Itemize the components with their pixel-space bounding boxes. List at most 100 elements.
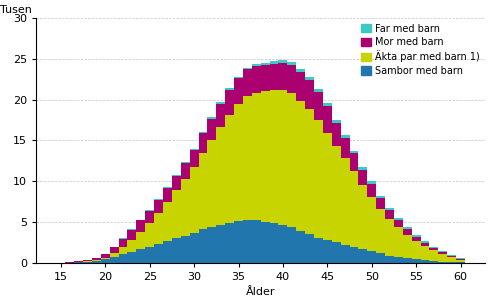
- Bar: [421, 246, 430, 260]
- Bar: [92, 260, 101, 261]
- Bar: [217, 225, 225, 263]
- Bar: [190, 167, 198, 233]
- Bar: [438, 252, 447, 254]
- Bar: [421, 243, 430, 246]
- Legend: Far med barn, Mor med barn, Äkta par med barn 1), Sambor med barn: Far med barn, Mor med barn, Äkta par med…: [358, 21, 483, 79]
- Bar: [163, 241, 172, 263]
- Bar: [225, 223, 234, 263]
- Bar: [350, 247, 358, 263]
- Bar: [207, 227, 217, 263]
- Bar: [287, 93, 296, 227]
- Bar: [92, 258, 101, 260]
- Bar: [296, 68, 305, 72]
- Bar: [358, 168, 367, 170]
- Bar: [163, 201, 172, 241]
- Bar: [296, 231, 305, 263]
- Bar: [207, 140, 217, 227]
- Bar: [447, 262, 456, 263]
- Bar: [341, 138, 350, 158]
- Bar: [128, 229, 136, 230]
- Bar: [358, 170, 367, 185]
- Bar: [332, 146, 341, 242]
- X-axis label: Ålder: Ålder: [246, 288, 275, 298]
- Bar: [252, 93, 261, 220]
- Bar: [243, 220, 252, 263]
- Bar: [136, 249, 145, 263]
- Bar: [403, 258, 412, 263]
- Bar: [394, 218, 403, 220]
- Bar: [198, 153, 207, 229]
- Bar: [314, 238, 323, 263]
- Bar: [412, 259, 421, 263]
- Bar: [287, 227, 296, 263]
- Bar: [438, 251, 447, 252]
- Bar: [270, 62, 278, 64]
- Bar: [83, 260, 92, 261]
- Bar: [243, 96, 252, 220]
- Bar: [252, 66, 261, 93]
- Bar: [181, 162, 190, 163]
- Bar: [296, 72, 305, 101]
- Bar: [198, 132, 207, 133]
- Bar: [314, 88, 323, 92]
- Bar: [394, 257, 403, 263]
- Bar: [190, 149, 198, 150]
- Bar: [403, 229, 412, 235]
- Bar: [385, 219, 394, 255]
- Bar: [367, 181, 376, 184]
- Bar: [234, 221, 243, 263]
- Bar: [109, 247, 119, 253]
- Bar: [447, 256, 456, 257]
- Bar: [332, 120, 341, 123]
- Bar: [181, 235, 190, 263]
- Bar: [323, 106, 332, 133]
- Bar: [154, 200, 163, 213]
- Bar: [225, 115, 234, 223]
- Bar: [128, 252, 136, 263]
- Bar: [278, 60, 287, 63]
- Bar: [278, 225, 287, 263]
- Bar: [145, 211, 154, 223]
- Bar: [421, 241, 430, 243]
- Bar: [394, 220, 403, 227]
- Bar: [190, 150, 198, 167]
- Bar: [447, 257, 456, 262]
- Bar: [234, 105, 243, 221]
- Bar: [101, 254, 109, 258]
- Bar: [385, 208, 394, 210]
- Bar: [376, 208, 385, 254]
- Bar: [385, 255, 394, 263]
- Bar: [172, 238, 181, 263]
- Bar: [172, 175, 181, 176]
- Bar: [154, 244, 163, 263]
- Bar: [350, 153, 358, 171]
- Bar: [323, 240, 332, 263]
- Bar: [412, 241, 421, 259]
- Bar: [217, 127, 225, 225]
- Bar: [314, 92, 323, 120]
- Bar: [154, 213, 163, 244]
- Bar: [403, 227, 412, 229]
- Bar: [109, 253, 119, 257]
- Bar: [136, 220, 145, 232]
- Bar: [287, 62, 296, 65]
- Bar: [261, 65, 270, 92]
- Bar: [296, 101, 305, 231]
- Bar: [243, 69, 252, 96]
- Bar: [332, 123, 341, 146]
- Bar: [154, 199, 163, 200]
- Bar: [430, 248, 438, 251]
- Bar: [163, 188, 172, 201]
- Bar: [430, 251, 438, 261]
- Bar: [136, 232, 145, 249]
- Bar: [278, 90, 287, 225]
- Bar: [278, 63, 287, 90]
- Bar: [305, 77, 314, 80]
- Bar: [163, 187, 172, 188]
- Bar: [234, 78, 243, 105]
- Bar: [225, 90, 234, 115]
- Bar: [207, 117, 217, 119]
- Bar: [287, 65, 296, 93]
- Bar: [128, 240, 136, 252]
- Bar: [367, 251, 376, 263]
